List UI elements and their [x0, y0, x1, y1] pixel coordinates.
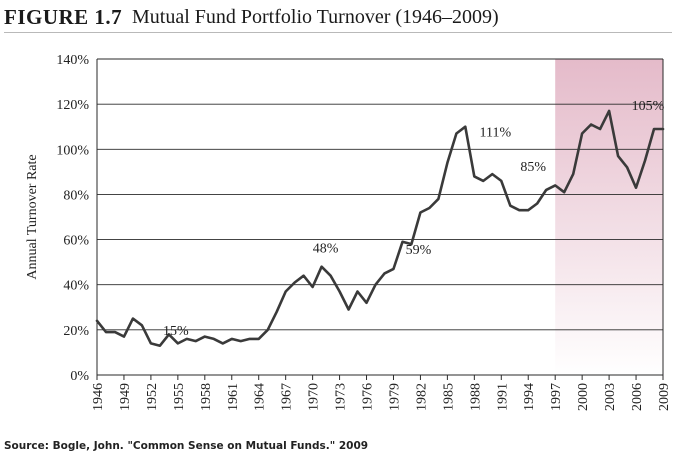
x-tick-label: 1985	[441, 383, 456, 411]
y-tick-label: 0%	[70, 369, 89, 384]
y-axis-label: Annual Turnover Rate	[25, 154, 40, 279]
x-tick-label: 1979	[387, 383, 402, 411]
source-note: Source: Bogle, John. "Common Sense on Mu…	[4, 440, 369, 452]
annotation-label: 111%	[480, 125, 512, 140]
x-tick-label: 1994	[522, 383, 537, 411]
annotation-label: 59%	[406, 243, 432, 258]
x-tick-label: 1973	[334, 383, 349, 411]
x-tick-label: 2006	[630, 383, 645, 411]
line-chart: 0% 20% 40% 60% 80% 100% 120% 140% 1946 1949 1952 19…	[25, 53, 672, 411]
y-tick-label: 20%	[63, 324, 89, 339]
x-tick-label: 1988	[468, 383, 483, 411]
y-tick-label: 80%	[63, 188, 89, 203]
annotation-label: 105%	[632, 99, 665, 114]
y-tick-label: 40%	[63, 279, 89, 294]
figure-title: Mutual Fund Portfolio Turnover (1946–200…	[132, 6, 499, 28]
x-tick-label: 1946	[91, 383, 106, 411]
x-tick-label: 1976	[361, 383, 376, 411]
x-tick-label: 1982	[414, 383, 429, 411]
x-tick-label: 1955	[172, 383, 187, 411]
x-tick-label: 1958	[199, 383, 214, 411]
x-tick-label: 1964	[253, 383, 268, 411]
x-tick-label: 1961	[226, 383, 241, 411]
x-tick-label: 1949	[118, 383, 133, 411]
x-tick-label: 1991	[495, 383, 510, 411]
series-line-turnover	[95, 109, 665, 348]
y-tick-label: 120%	[56, 98, 89, 113]
annotation-label: 85%	[520, 160, 546, 175]
annotation-label: 15%	[163, 324, 189, 339]
y-tick-label: 60%	[63, 234, 89, 249]
x-tick-label: 2003	[603, 383, 618, 411]
x-tick-label: 1952	[145, 383, 160, 411]
x-tick-label: 2009	[657, 383, 672, 411]
y-tick-label: 140%	[56, 53, 89, 68]
x-tick-label: 2000	[576, 383, 591, 411]
x-tick-label: 1970	[307, 383, 322, 411]
x-tick-label: 1967	[280, 383, 295, 411]
figure-label: FIGURE 1.7	[4, 5, 123, 29]
figure-header: FIGURE 1.7 Mutual Fund Portfolio Turnove…	[4, 2, 672, 33]
annotation-label: 48%	[313, 242, 339, 257]
y-tick-label: 100%	[56, 143, 89, 158]
x-tick-label: 1997	[549, 383, 564, 411]
